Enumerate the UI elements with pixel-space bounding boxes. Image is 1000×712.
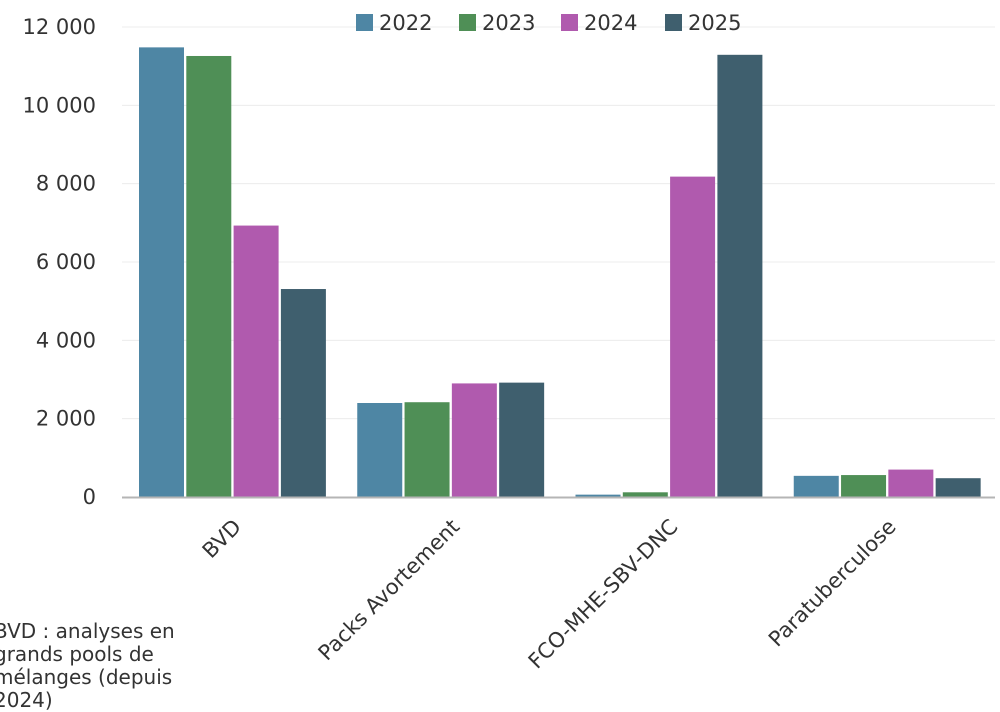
bar-2025-bvd — [280, 289, 326, 497]
x-category-label: FCO-MHE-SBV-DNC — [524, 515, 683, 674]
bar-2025-packs-avortement — [499, 382, 545, 497]
legend-label: 2022 — [379, 11, 432, 35]
bar-2024-paratuberculose — [888, 469, 934, 497]
bar-2022-fco-mhe-sbv-dnc — [575, 494, 621, 497]
y-axis: 0 2 000 4 000 6 000 8 000 10 000 12 000 — [23, 15, 96, 509]
footnote: BVD : analyses en grands pools de mélang… — [0, 619, 175, 712]
bar-2022-bvd — [139, 47, 184, 497]
legend-swatch — [459, 14, 476, 31]
legend-label: 2023 — [482, 11, 535, 35]
legend-swatch — [356, 14, 373, 31]
legend-swatch — [561, 14, 578, 31]
bar-2022-paratuberculose — [793, 475, 839, 497]
x-category-label: BVD — [198, 515, 246, 563]
bar-2023-packs-avortement — [404, 402, 450, 497]
y-tick-label: 2 000 — [36, 407, 96, 431]
legend: 2022 2023 2024 2025 — [356, 11, 741, 35]
bar-2022-packs-avortement — [357, 403, 403, 497]
bar-2025-paratuberculose — [935, 478, 981, 497]
x-axis: BVD Packs Avortement FCO-MHE-SBV-DNC Paratu… — [198, 515, 901, 674]
bar-2025-fco-mhe-sbv-dnc — [717, 54, 763, 497]
y-tick-label: 10 000 — [23, 93, 96, 117]
y-tick-label: 8 000 — [36, 172, 96, 196]
bar-2023-bvd — [186, 55, 232, 497]
y-tick-label: 12 000 — [23, 15, 96, 39]
bar-2023-fco-mhe-sbv-dnc — [622, 492, 668, 497]
bars — [139, 47, 981, 497]
bar-2024-fco-mhe-sbv-dnc — [670, 176, 716, 497]
y-tick-label: 4 000 — [36, 328, 96, 352]
x-category-label: Paratuberculose — [764, 515, 901, 652]
bar-2023-paratuberculose — [841, 475, 887, 497]
x-category-label: Packs Avortement — [314, 515, 465, 666]
legend-label: 2025 — [688, 11, 741, 35]
y-tick-label: 0 — [83, 485, 96, 509]
legend-label: 2024 — [584, 11, 637, 35]
bar-2024-packs-avortement — [451, 383, 497, 497]
y-tick-label: 6 000 — [36, 250, 96, 274]
legend-swatch — [665, 14, 682, 31]
bar-2024-bvd — [233, 225, 279, 497]
